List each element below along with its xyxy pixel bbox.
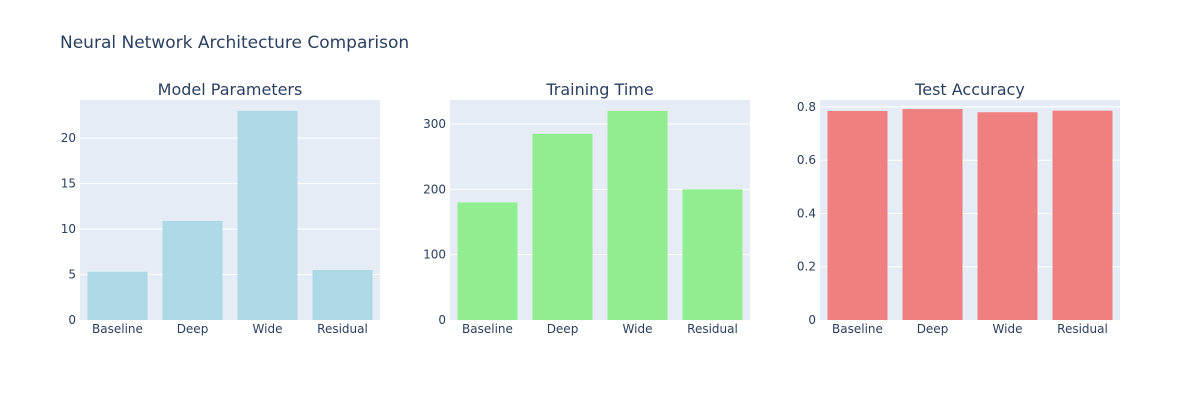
model-parameters-bar-deep: [162, 220, 223, 320]
test-accuracy-title: Test Accuracy: [914, 80, 1025, 99]
test-accuracy-y-tick-label: 0.4: [797, 206, 816, 220]
test-accuracy-y-tick-label: 0.6: [797, 153, 816, 167]
test-accuracy-y-tick-label: 0.2: [797, 260, 816, 274]
model-parameters-x-tick-label: Deep: [177, 322, 209, 336]
training-time-y-tick-label: 0: [438, 313, 446, 327]
training-time-x-tick-label: Wide: [623, 322, 653, 336]
test-accuracy-x-tick-label: Wide: [993, 322, 1023, 336]
model-parameters-title: Model Parameters: [158, 80, 303, 99]
test-accuracy-y-tick-label: 0.8: [797, 100, 816, 114]
figure-title: Neural Network Architecture Comparison: [60, 33, 410, 53]
training-time-y-tick-label: 300: [423, 117, 446, 131]
training-time-title: Training Time: [545, 80, 653, 99]
model-parameters-y-tick-label: 20: [61, 131, 76, 145]
model-parameters-x-tick-label: Wide: [253, 322, 283, 336]
model-parameters-y-tick-label: 5: [68, 268, 76, 282]
test-accuracy-bar-baseline: [827, 110, 888, 320]
model-parameters-bar-wide: [237, 110, 298, 320]
training-time-x-tick-label: Residual: [687, 322, 738, 336]
model-parameters-bar-residual: [312, 270, 373, 320]
test-accuracy-x-tick-label: Residual: [1057, 322, 1108, 336]
model-parameters-panel: 0 5 10 15 20 Baseline Deep Wide Residual Model Pa…: [61, 80, 380, 336]
training-time-bar-baseline: [457, 202, 518, 320]
training-time-x-tick-label: Baseline: [462, 322, 513, 336]
training-time-x-tick-label: Deep: [547, 322, 579, 336]
training-time-bar-deep: [532, 133, 593, 320]
training-time-panel: 0 100 200 300 Baseline Deep Wide Residual Traini…: [423, 80, 750, 336]
test-accuracy-bar-deep: [902, 109, 963, 320]
model-parameters-bar-baseline: [87, 271, 148, 320]
model-parameters-y-tick-label: 10: [61, 222, 76, 236]
training-time-bar-residual: [682, 189, 743, 320]
model-parameters-x-tick-label: Baseline: [92, 322, 143, 336]
test-accuracy-y-tick-label: 0: [808, 313, 816, 327]
training-time-y-tick-label: 200: [423, 182, 446, 196]
test-accuracy-bar-wide: [977, 112, 1038, 320]
training-time-bar-wide: [607, 110, 668, 320]
test-accuracy-x-tick-label: Deep: [917, 322, 949, 336]
test-accuracy-bar-residual: [1052, 110, 1113, 321]
model-parameters-y-tick-label: 15: [61, 177, 76, 191]
training-time-y-tick-label: 100: [423, 248, 446, 262]
test-accuracy-panel: 0 0.2 0.4 0.6 0.8 Baseline Deep Wide Residual Tes…: [797, 80, 1120, 336]
model-parameters-y-tick-label: 0: [68, 313, 76, 327]
model-parameters-x-tick-label: Residual: [317, 322, 368, 336]
test-accuracy-x-tick-label: Baseline: [832, 322, 883, 336]
